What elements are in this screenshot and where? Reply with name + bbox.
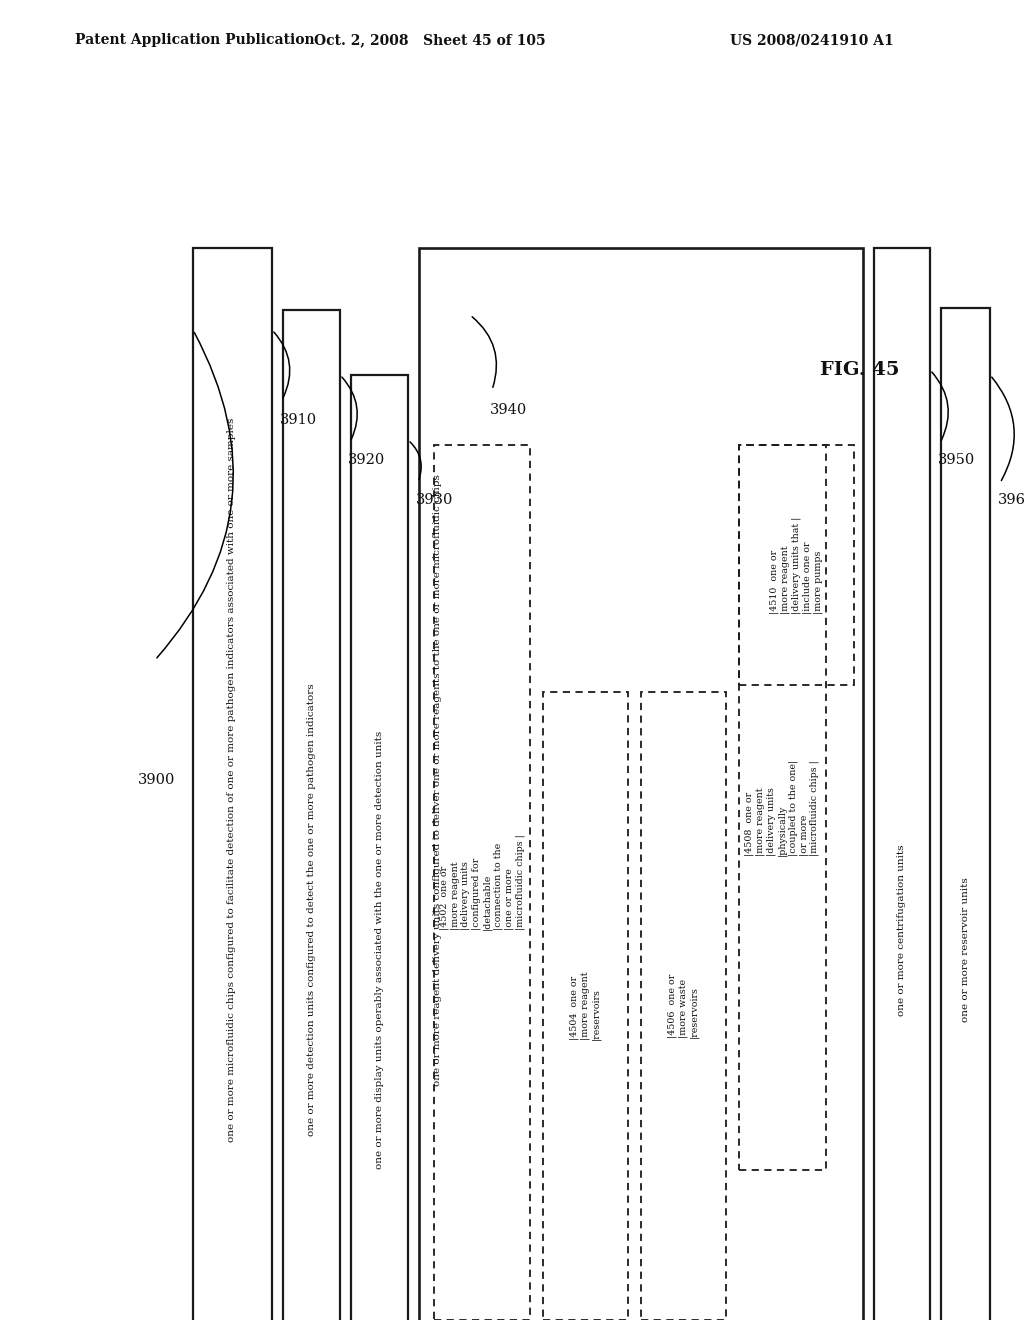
Text: one or more detection units configured to detect the one or more pathogen indica: one or more detection units configured t… [306, 684, 315, 1137]
Bar [419, 248, 863, 1320]
Text: |4508  one or
|more reagent
|delivery units
|physically
|coupled to the one|
|or: |4508 one or |more reagent |delivery uni… [744, 760, 819, 857]
Bar [193, 248, 272, 1320]
Text: 3910: 3910 [280, 413, 317, 426]
Text: 3920: 3920 [348, 453, 385, 467]
Bar [641, 692, 726, 1320]
Text: one or more reservoir units: one or more reservoir units [961, 878, 970, 1023]
Bar [351, 375, 408, 1320]
Bar [874, 248, 930, 1320]
Text: |4510  one or
|more reagent
|delivery units that |
|include one or
|more pumps: |4510 one or |more reagent |delivery uni… [769, 516, 822, 614]
Bar [283, 310, 340, 1320]
Text: 3940: 3940 [490, 403, 527, 417]
Text: 3930: 3930 [416, 492, 454, 507]
Text: |4506  one or
|more waste
|reservoirs: |4506 one or |more waste |reservoirs [668, 974, 698, 1038]
Text: US 2008/0241910 A1: US 2008/0241910 A1 [730, 33, 894, 48]
Text: one or more reagent delivery units configured to deliver one or more reagents to: one or more reagent delivery units confi… [433, 474, 442, 1086]
Text: one or more display units operably associated with the one or more detection uni: one or more display units operably assoc… [375, 731, 384, 1170]
Text: one or more microfluidic chips configured to facilitate detection of one or more: one or more microfluidic chips configure… [227, 418, 237, 1142]
Text: one or more centrifugation units: one or more centrifugation units [897, 845, 906, 1016]
Bar [543, 692, 628, 1320]
Bar [739, 445, 854, 685]
Bar [434, 445, 530, 1320]
Bar [941, 308, 990, 1320]
Text: |4502  one or
|more reagent
|delivery units
|configured for
|detachable
|connect: |4502 one or |more reagent |delivery uni… [439, 834, 525, 929]
Text: 3960: 3960 [998, 492, 1024, 507]
Text: 3900: 3900 [138, 774, 175, 787]
Bar [739, 445, 826, 1170]
Text: FIG. 45: FIG. 45 [820, 360, 899, 379]
Text: 3950: 3950 [938, 453, 975, 467]
Text: |4504  one or
|more reagent
|reservoirs: |4504 one or |more reagent |reservoirs [569, 972, 601, 1040]
Text: Patent Application Publication: Patent Application Publication [75, 33, 314, 48]
Text: Oct. 2, 2008   Sheet 45 of 105: Oct. 2, 2008 Sheet 45 of 105 [314, 33, 546, 48]
